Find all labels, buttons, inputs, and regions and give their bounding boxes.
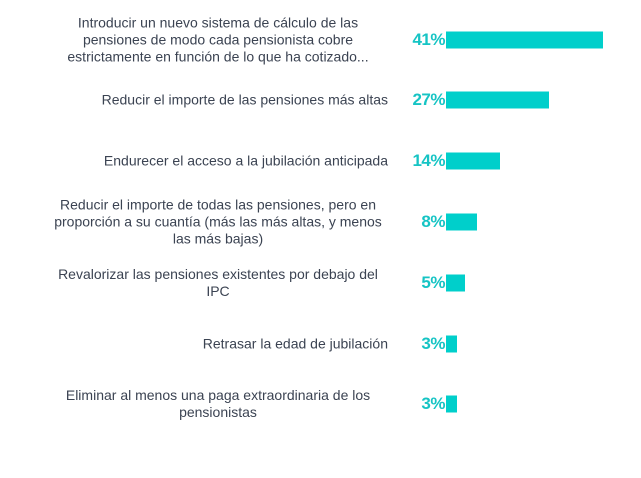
category-label: Reducir el importe de las pensiones más … [102, 92, 388, 109]
category-label-text: Endurecer el acceso a la jubilación anti… [103, 152, 388, 169]
category-label: Reducir el importe de todas las pensione… [48, 196, 388, 247]
bar [446, 31, 603, 48]
bar [446, 213, 477, 231]
bar [446, 335, 458, 352]
bar [446, 395, 458, 413]
bar [446, 91, 550, 109]
category-label-text: Reducir el importe de las pensiones más … [101, 91, 388, 108]
data-label: 3% [421, 394, 445, 414]
category-label: Endurecer el acceso a la jubilación anti… [104, 153, 388, 170]
category-label-text: Eliminar al menos una paga extraordinari… [65, 387, 371, 421]
category-label-text: Reducir el importe de todas las pensione… [54, 196, 382, 247]
category-label-text: Revalorizar las pensiones existentes por… [58, 265, 378, 299]
category-label: Eliminar al menos una paga extraordinari… [48, 387, 388, 421]
data-label: 27% [412, 90, 445, 110]
category-label: Revalorizar las pensiones existentes por… [48, 266, 388, 300]
category-label: Retrasar la edad de jubilación [203, 335, 388, 352]
data-label: 14% [412, 151, 445, 171]
category-label-text: Introducir un nuevo sistema de cálculo d… [67, 14, 369, 64]
data-label: 5% [421, 272, 445, 292]
category-label-text: Retrasar la edad de jubilación [202, 335, 388, 351]
data-label: 41% [412, 29, 445, 49]
category-label: Introducir un nuevo sistema de cálculo d… [48, 14, 388, 65]
bar [446, 274, 466, 292]
data-label: 3% [421, 333, 445, 353]
data-label: 8% [421, 211, 445, 231]
bar [446, 152, 500, 170]
